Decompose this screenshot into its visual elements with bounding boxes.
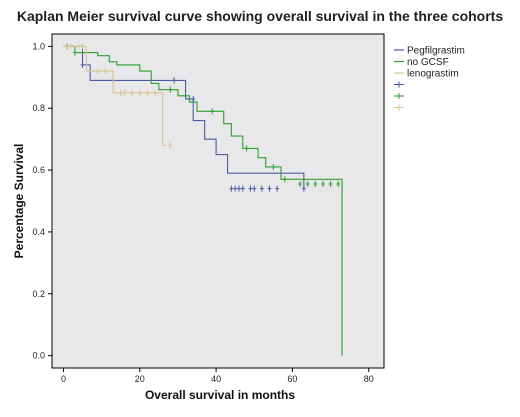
x-tick-label: 0 (61, 374, 66, 384)
series-line-1 (63, 45, 343, 356)
legend-label-1: no GCSF (407, 57, 449, 68)
x-tick-label: 40 (211, 374, 221, 384)
x-tick-label: 20 (135, 374, 145, 384)
legend-label-2: lenograstim (407, 69, 459, 80)
y-tick-label: 0.2 (32, 289, 45, 299)
y-tick-label: 0.0 (32, 351, 45, 361)
legend-label-0: Pegfilgrastim (407, 46, 465, 57)
x-axis-title: Overall survival in months (145, 388, 295, 402)
x-tick-label: 80 (364, 374, 374, 384)
chart-marks (63, 43, 343, 356)
series-line-2 (63, 45, 167, 146)
chart-title: Kaplan Meier survival curve showing over… (16, 8, 504, 24)
x-tick-label: 60 (287, 374, 297, 384)
plot-area (51, 33, 385, 369)
y-tick-label: 0.6 (32, 165, 45, 175)
y-tick-label: 0.4 (32, 227, 45, 237)
series-line-0 (63, 45, 305, 189)
y-tick-label: 0.8 (32, 103, 45, 113)
y-tick-label: 1.0 (32, 41, 45, 51)
y-axis-title: Percentage Survival (12, 144, 26, 259)
